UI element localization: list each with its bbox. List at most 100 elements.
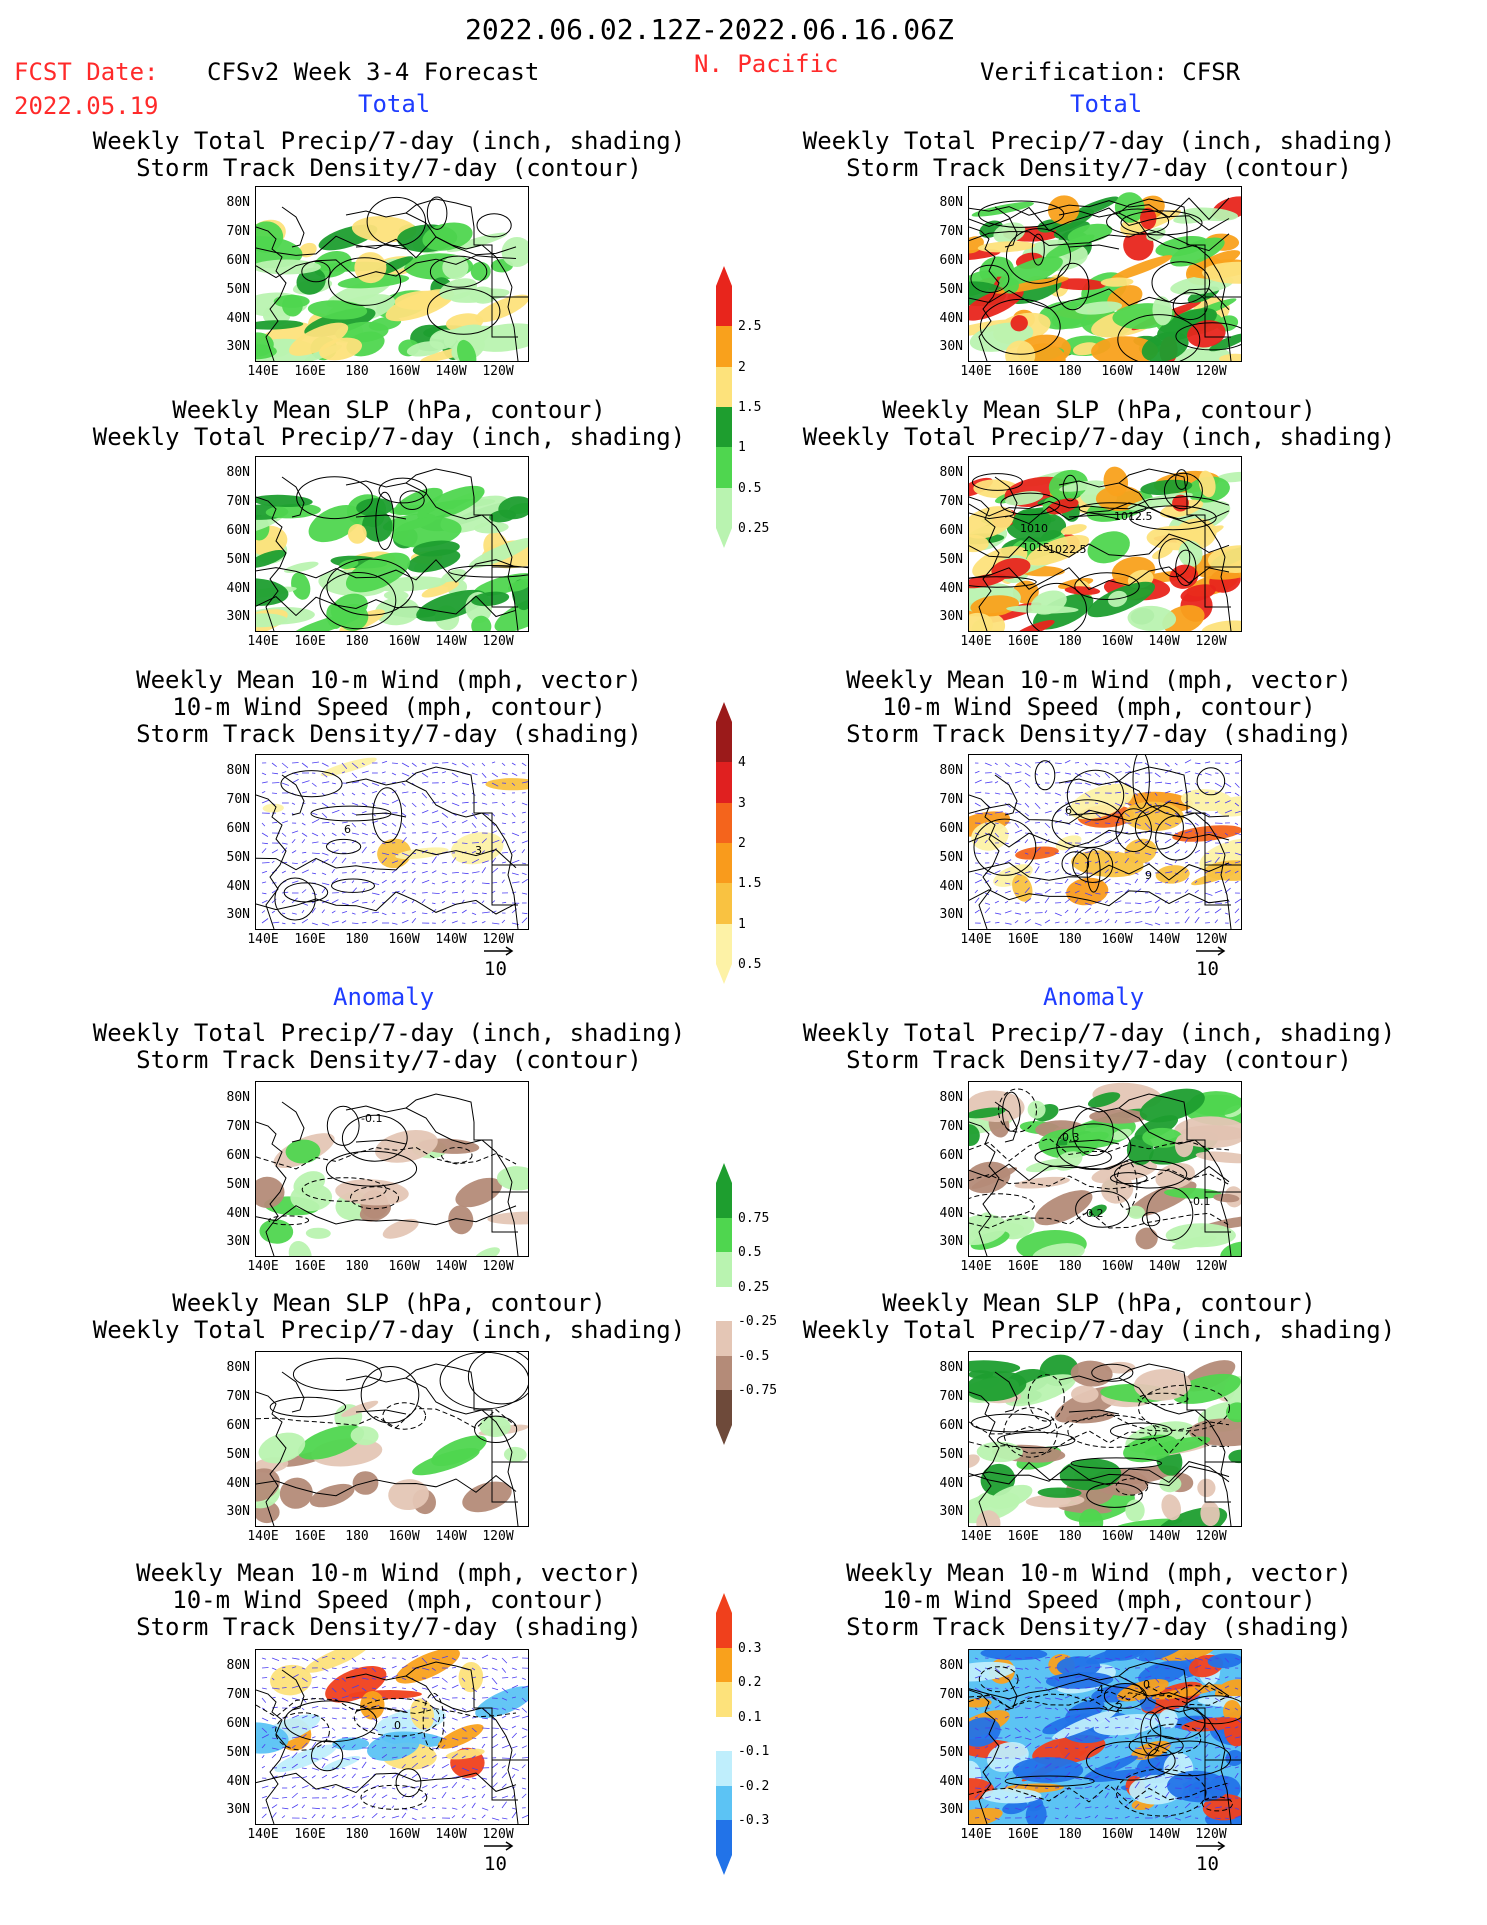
vector-ref-label: 10 [1196,1841,1226,1875]
colorbar-label: 0.5 [738,1245,762,1261]
lon-tick-label: 140E [960,634,992,649]
forecast-title: CFSv2 Week 3-4 Forecast [207,58,540,86]
panel-title: Weekly Mean SLP (hPa, contour) Weekly Tot… [802,396,1396,451]
lon-tick-label: 160W [388,1259,420,1274]
lat-tick-label: 40N [226,879,250,894]
colorbar-segment [716,1682,732,1717]
period-title: 2022.06.02.12Z-2022.06.16.06Z [465,13,954,46]
lat-tick-label: 80N [226,195,250,210]
map-slp-fcst [255,456,529,632]
lon-tick-label: 180 [1058,1827,1082,1842]
map-canvas [256,196,528,361]
colorbar-label: 3 [738,795,746,811]
lat-tick-label: 50N [939,1745,963,1760]
lat-tick-label: 30N [226,1802,250,1817]
colorbar-segment [716,1647,732,1683]
map-precip-anom-fcst: -0.1 [255,1081,529,1257]
lon-tick-label: 160E [1007,634,1039,649]
map-canvas: 69 [969,755,1241,929]
colorbar-segment [716,1751,732,1786]
lon-tick-label: 160E [1007,1529,1039,1544]
lon-tick-label: 180 [1058,932,1082,947]
lat-tick-label: 70N [939,1119,963,1134]
panel-title: Weekly Total Precip/7-day (inch, shading… [802,1019,1396,1074]
colorbar-label: 0.25 [738,1279,770,1295]
colorbar-segment [716,366,732,407]
colorbar-top-triangle [716,1593,732,1613]
lat-tick-label: 60N [226,523,250,538]
lat-tick-label: 30N [226,1234,250,1249]
svg-text:3: 3 [475,844,482,857]
svg-text:2: 2 [1116,1701,1123,1714]
colorbar-segment [716,843,732,884]
lat-tick-label: 60N [939,821,963,836]
colorbar-label: 2 [738,836,746,851]
section-total-left: Total [358,90,431,118]
colorbar-segment [716,1183,732,1218]
lon-tick-label: 140E [960,1259,992,1274]
lon-tick-label: 160E [294,1259,326,1274]
colorbar-segment [716,1252,732,1287]
map-precip-anom-cfsr: -0.2 -0.3 -0.1 [968,1081,1242,1257]
lat-tick-label: 70N [226,224,250,239]
colorbar-label: 0.2 [738,1675,762,1691]
fcst-label: FCST Date: [14,58,159,86]
lat-tick-label: 70N [226,1389,250,1404]
panel-title: Weekly Total Precip/7-day (inch, shading… [802,127,1396,182]
lat-tick-label: 60N [939,523,963,538]
lat-tick-label: 80N [939,763,963,778]
svg-text:0: 0 [1143,1678,1150,1691]
panel-title: Weekly Mean 10-m Wind (mph, vector) 10-m … [136,666,642,748]
lon-tick-label: 160E [294,932,326,947]
svg-text:1012.5: 1012.5 [1114,510,1153,523]
lon-tick-label: 140W [435,634,467,649]
colorbar-label: -0.1 [738,1744,770,1760]
colorbar-segment [716,722,732,763]
lon-tick-label: 180 [345,1827,369,1842]
lon-tick-label: 140E [247,1827,279,1842]
colorbar-segment [716,407,732,448]
colorbar-segment [716,1286,732,1322]
lat-tick-label: 40N [226,1774,250,1789]
lon-tick-label: 160E [294,1827,326,1842]
colorbar-precip-total: 2.5 2 1.5 1 0.5 0.25 [716,266,769,548]
colorbar-bottom-triangle [716,1425,732,1445]
lon-tick-label: 140E [960,1827,992,1842]
lon-tick-label: 160W [388,634,420,649]
colorbar-segment [716,1785,732,1821]
lat-tick-label: 50N [226,1745,250,1760]
lat-tick-label: 80N [226,1090,250,1105]
lat-tick-label: 80N [939,465,963,480]
colorbar-segment [716,1390,732,1425]
lat-tick-label: 60N [939,1418,963,1433]
colorbar-label: 1 [738,916,746,932]
panel-title: Weekly Mean SLP (hPa, contour) Weekly Tot… [802,1289,1396,1344]
lat-tick-label: 50N [939,850,963,865]
map-canvas [969,1354,1241,1526]
colorbar-segment [716,762,732,803]
colorbar-storm-total: 4 3 2 1.5 1 0.5 [716,702,761,984]
lon-tick-label: 160W [1101,1827,1133,1842]
lon-tick-label: 160E [1007,1827,1039,1842]
lon-tick-label: 120W [1195,1529,1227,1544]
map-canvas: 63 [256,757,528,929]
lat-tick-label: 60N [226,1418,250,1433]
lon-tick-label: 140E [960,1529,992,1544]
lon-tick-label: 160W [388,1529,420,1544]
map-slp-anom-fcst [255,1351,529,1527]
lat-tick-label: 40N [939,1476,963,1491]
colorbar-segment [716,1217,732,1253]
lat-tick-label: 40N [226,1206,250,1221]
colorbar-top-triangle [716,702,732,722]
lat-tick-label: 40N [226,1476,250,1491]
vector-ref-arrow-icon [484,946,514,956]
lat-tick-label: 40N [939,1206,963,1221]
section-anomaly-left: Anomaly [333,983,435,1011]
lat-tick-label: 50N [226,850,250,865]
colorbar-segment [716,286,732,327]
lon-tick-label: 160W [388,364,420,379]
lat-tick-label: 40N [939,879,963,894]
colorbar-top-triangle [716,266,732,286]
